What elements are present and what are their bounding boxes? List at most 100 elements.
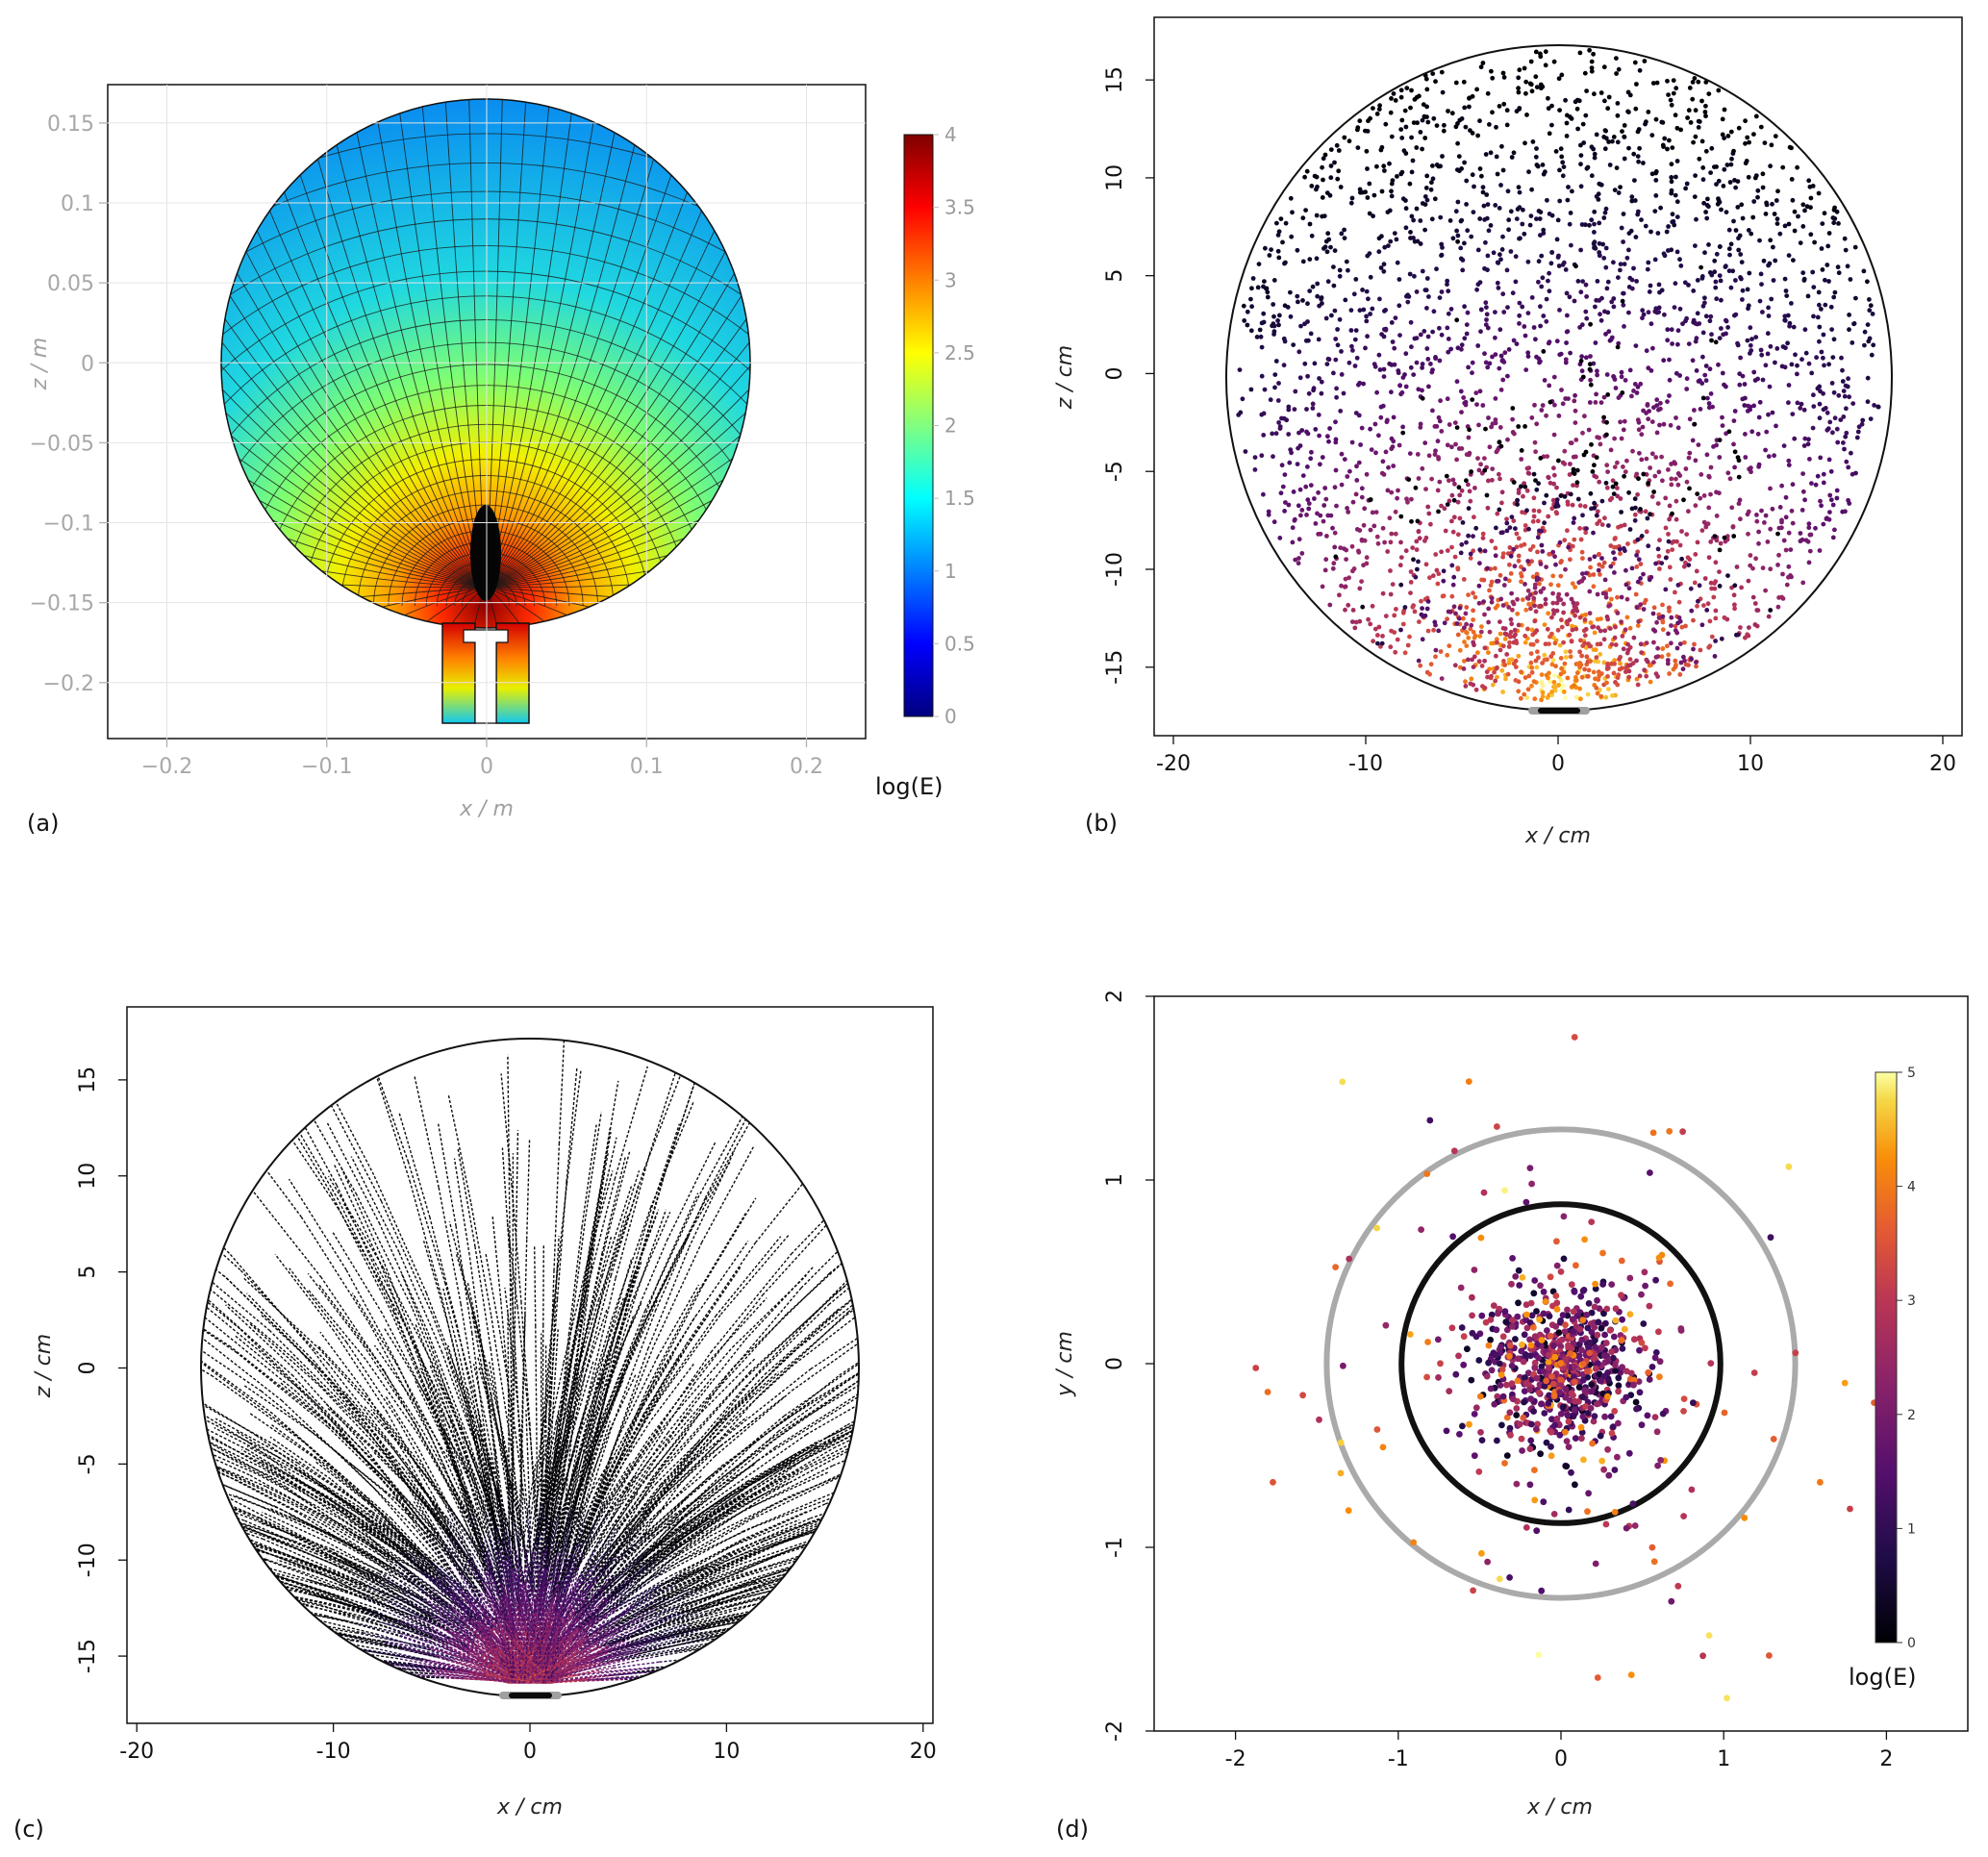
scatter-point-b bbox=[1437, 325, 1442, 331]
scatter-point-b bbox=[1671, 90, 1676, 96]
scatter-point-b bbox=[1570, 543, 1575, 549]
scatter-point-b bbox=[1471, 534, 1475, 539]
scatter-point-b bbox=[1396, 488, 1400, 493]
scatter-point-b bbox=[1339, 231, 1345, 237]
scatter-point-b bbox=[1545, 626, 1550, 632]
scatter-point-b bbox=[1693, 243, 1698, 248]
trajectory-segment bbox=[640, 1500, 695, 1543]
scatter-point-b bbox=[1328, 513, 1334, 518]
scatter-point-b bbox=[1495, 280, 1500, 286]
scatter-point-b bbox=[1653, 561, 1658, 566]
x-axis-label-a: x / m bbox=[459, 797, 514, 821]
scatter-point-b bbox=[1519, 543, 1523, 548]
scatter-point-b bbox=[1460, 267, 1466, 273]
scatter-point-b bbox=[1499, 489, 1505, 495]
scatter-point-b bbox=[1322, 486, 1328, 490]
scatter-point-b bbox=[1532, 618, 1538, 624]
scatter-point-b bbox=[1346, 360, 1352, 365]
scatter-point-b bbox=[1695, 491, 1700, 496]
scatter-point-b bbox=[1575, 496, 1581, 502]
scatter-point-b bbox=[1749, 429, 1755, 435]
scatter-point-b bbox=[1703, 364, 1709, 368]
scatter-point-b bbox=[1667, 377, 1673, 383]
scatter-point-b bbox=[1592, 630, 1598, 636]
scatter-point-b bbox=[1409, 496, 1414, 502]
scatter-point-b bbox=[1705, 395, 1710, 401]
scatter-point-b bbox=[1335, 176, 1341, 182]
scatter-point-b bbox=[1699, 138, 1705, 144]
scatter-point-b bbox=[1560, 401, 1566, 407]
trajectory-segment bbox=[617, 1544, 682, 1589]
scatter-point-b bbox=[1587, 400, 1593, 405]
scatter-point-b bbox=[1683, 186, 1688, 191]
scatter-point-b bbox=[1376, 107, 1382, 112]
scatter-point-b bbox=[1763, 447, 1768, 453]
scatter-point-b bbox=[1432, 619, 1438, 625]
scatter-point-b bbox=[1588, 659, 1593, 664]
scatter-point-b bbox=[1416, 529, 1422, 535]
scatter-point-b bbox=[1619, 510, 1623, 514]
scatter-point-b bbox=[1760, 185, 1766, 190]
scatter-point-b bbox=[1393, 531, 1398, 537]
scatter-point-b bbox=[1485, 202, 1491, 208]
scatter-point-b bbox=[1763, 513, 1769, 518]
trajectory-segment bbox=[406, 1469, 439, 1509]
scatter-point-b bbox=[1663, 587, 1669, 592]
scatter-point-b bbox=[1421, 102, 1426, 108]
scatter-point-b bbox=[1274, 220, 1279, 226]
scatter-point-b bbox=[1428, 521, 1433, 527]
scatter-point-b bbox=[1558, 573, 1564, 579]
scatter-point-b bbox=[1746, 174, 1751, 180]
scatter-point-b bbox=[1522, 675, 1528, 680]
scatter-point-b bbox=[1644, 411, 1648, 415]
scatter-point-b bbox=[1868, 303, 1874, 309]
scatter-point-b bbox=[1666, 248, 1671, 253]
scatter-point-b bbox=[1464, 202, 1469, 207]
scatter-point-b bbox=[1458, 550, 1464, 556]
scatter-point-b bbox=[1734, 565, 1740, 569]
scatter-point-b bbox=[1526, 526, 1531, 532]
scatter-point-b bbox=[1395, 637, 1400, 642]
scatter-point-b bbox=[1611, 304, 1617, 310]
scatter-point-b bbox=[1757, 238, 1762, 243]
scatter-point-b bbox=[1570, 581, 1575, 587]
scatter-point-b bbox=[1381, 374, 1387, 379]
scatter-point-b bbox=[1627, 527, 1633, 532]
scatter-point-b bbox=[1582, 666, 1587, 672]
scatter-point-b bbox=[1567, 114, 1573, 119]
scatter-point-b bbox=[1718, 278, 1724, 284]
scatter-point-b bbox=[1387, 515, 1393, 521]
scatter-point-b bbox=[1420, 117, 1425, 123]
scatter-point-b bbox=[1461, 79, 1467, 85]
scatter-point-b bbox=[1756, 529, 1761, 535]
scatter-point-b bbox=[1375, 640, 1380, 646]
scatter-point-b bbox=[1656, 282, 1662, 288]
scatter-point-b bbox=[1368, 497, 1373, 502]
scatter-point-b bbox=[1522, 231, 1527, 237]
scatter-point-b bbox=[1441, 578, 1447, 584]
scatter-point-b bbox=[1869, 352, 1875, 358]
scatter-point-b bbox=[1737, 233, 1743, 238]
scatter-point-b bbox=[1337, 267, 1343, 273]
scatter-point-b bbox=[1479, 173, 1484, 179]
scatter-point-b bbox=[1726, 227, 1732, 233]
scatter-point-b bbox=[1328, 163, 1334, 168]
scatter-point-b bbox=[1693, 134, 1699, 139]
scatter-point-b bbox=[1320, 301, 1324, 306]
scatter-point-b bbox=[1480, 684, 1485, 689]
scatter-point-b bbox=[1635, 491, 1640, 497]
scatter-point-b bbox=[1573, 626, 1579, 632]
trajectory-segment bbox=[472, 1364, 487, 1423]
scatter-point-b bbox=[1368, 527, 1373, 533]
scatter-point-b bbox=[1303, 208, 1308, 213]
scatter-point-b bbox=[1725, 134, 1731, 138]
y-tick-label-a: 0.05 bbox=[47, 272, 94, 296]
trajectory-segment bbox=[470, 1312, 486, 1381]
scatter-point-b bbox=[1691, 289, 1697, 293]
scatter-point-b bbox=[1277, 536, 1283, 540]
scatter-point-b bbox=[1565, 528, 1570, 534]
scatter-point-b bbox=[1765, 540, 1771, 544]
trajectory-segment bbox=[350, 1156, 400, 1253]
scatter-point-b bbox=[1410, 604, 1416, 610]
scatter-point-b bbox=[1649, 171, 1655, 177]
